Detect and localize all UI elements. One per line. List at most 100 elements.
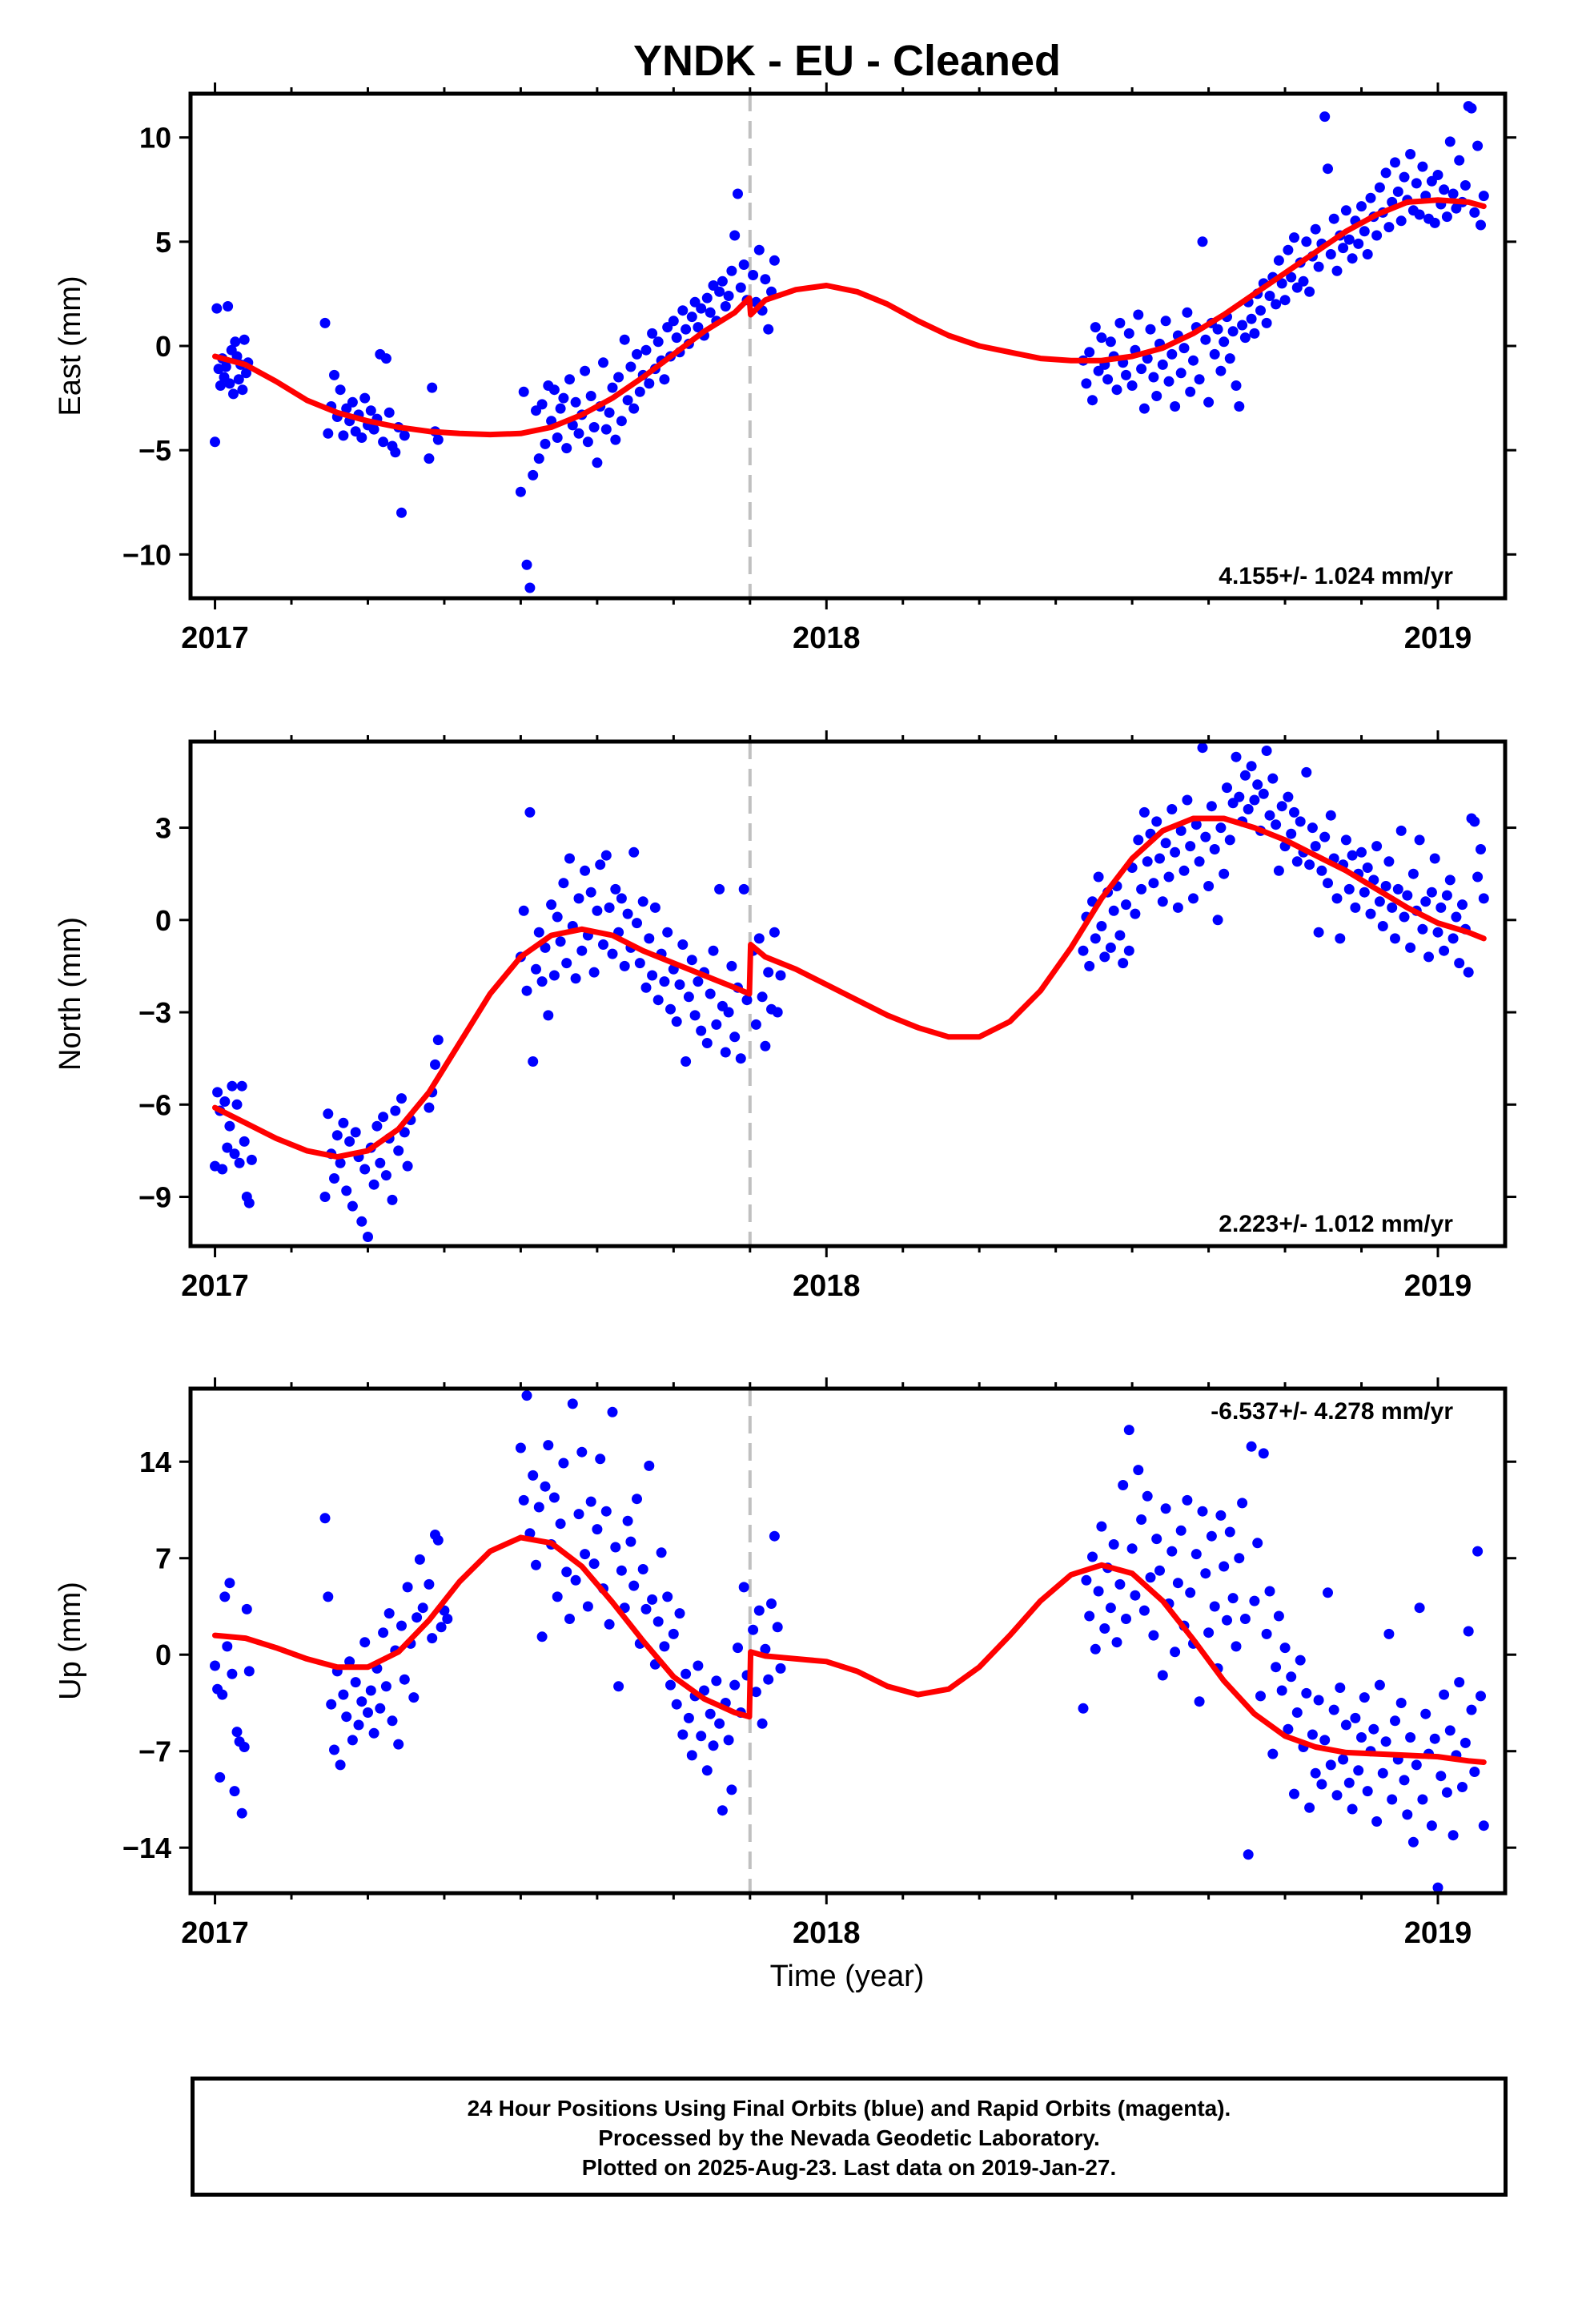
east-data-point <box>588 422 600 432</box>
up-data-point <box>1121 1614 1131 1624</box>
north-data-point <box>1374 896 1385 907</box>
up-y-tick-label: −14 <box>122 1831 171 1864</box>
north-data-point <box>1371 841 1383 852</box>
north-y-tick-label: −3 <box>139 996 171 1029</box>
north-data-point <box>1191 819 1202 830</box>
north-data-point <box>637 896 648 907</box>
east-data-point <box>1304 286 1315 297</box>
north-data-point <box>1154 853 1165 864</box>
north-data-point <box>628 846 640 858</box>
east-data-point <box>1215 365 1227 376</box>
north-data-point <box>331 1130 343 1141</box>
east-y-tick-label: 10 <box>139 122 171 155</box>
up-data-point <box>677 1729 689 1740</box>
north-data-point <box>432 1035 444 1046</box>
up-data-point <box>1200 1568 1211 1579</box>
up-data-point <box>1301 1687 1312 1699</box>
north-data-point <box>1454 958 1465 969</box>
east-data-point <box>1472 140 1484 151</box>
up-data-point <box>427 1633 438 1644</box>
up-data-point <box>436 1622 447 1633</box>
east-data-point <box>613 372 624 383</box>
up-data-point <box>1420 1708 1431 1719</box>
north-data-point <box>561 958 572 969</box>
up-data-point <box>341 1711 352 1723</box>
east-data-point <box>726 265 737 276</box>
up-data-point <box>1185 1587 1196 1598</box>
east-data-point <box>1476 219 1486 231</box>
north-data-point <box>677 939 689 950</box>
north-data-point <box>1267 773 1279 784</box>
up-data-point <box>705 1708 716 1719</box>
east-data-point <box>1328 213 1339 224</box>
east-data-point <box>1081 378 1092 389</box>
north-data-point <box>772 1007 783 1018</box>
up-data-point <box>701 1765 713 1776</box>
north-data-point <box>552 911 563 923</box>
up-data-point <box>555 1518 566 1530</box>
up-data-point <box>1145 1572 1156 1583</box>
up-data-point <box>1478 1820 1489 1831</box>
up-data-point <box>1096 1521 1107 1532</box>
east-data-point <box>1347 253 1358 264</box>
north-data-point <box>335 1157 346 1168</box>
north-data-point <box>1301 766 1312 778</box>
east-data-point <box>619 334 630 345</box>
east-data-point <box>598 357 608 368</box>
east-y-tick-label: −10 <box>122 538 171 571</box>
east-data-point <box>1121 369 1131 380</box>
north-data-point <box>1420 896 1431 907</box>
north-data-point <box>363 1232 373 1242</box>
up-data-point <box>1237 1498 1248 1509</box>
east-y-tick-label: 0 <box>155 330 171 363</box>
east-data-point <box>1340 205 1351 216</box>
east-data-point <box>1246 313 1257 324</box>
north-data-point <box>1246 761 1257 772</box>
east-data-point <box>1224 353 1235 364</box>
up-data-point <box>1325 1759 1336 1771</box>
east-data-point <box>582 436 593 448</box>
east-data-point <box>753 244 765 255</box>
east-data-point <box>548 384 560 396</box>
north-data-point <box>1316 865 1327 876</box>
east-data-point <box>564 374 575 385</box>
north-data-point <box>227 1080 238 1092</box>
north-data-point <box>1224 834 1235 846</box>
up-data-point <box>1356 1732 1367 1743</box>
north-data-point <box>1078 945 1089 956</box>
up-data-point <box>1267 1748 1279 1759</box>
east-data-point <box>1383 222 1395 233</box>
north-data-point <box>588 967 600 978</box>
north-data-point <box>344 1136 355 1147</box>
north-data-point <box>600 850 612 861</box>
up-data-point <box>748 1624 759 1635</box>
up-data-point <box>1476 1691 1486 1702</box>
up-data-point <box>1239 1614 1251 1624</box>
north-data-point <box>1114 930 1126 941</box>
up-x-tick-label: 2017 <box>181 1916 249 1950</box>
north-data-point <box>1289 806 1299 818</box>
up-data-point <box>1249 1595 1260 1606</box>
east-data-point <box>1392 186 1403 197</box>
north-data-point <box>1209 844 1220 854</box>
east-data-point <box>1194 374 1205 385</box>
east-data-point <box>1212 324 1223 335</box>
east-data-point <box>1261 317 1272 328</box>
up-data-point <box>1215 1510 1227 1521</box>
up-data-point <box>1444 1725 1456 1736</box>
east-data-point <box>399 430 410 441</box>
up-velocity-label: -6.537+/- 4.278 mm/yr <box>1211 1398 1453 1425</box>
north-data-point <box>347 1200 358 1212</box>
east-data-point <box>241 368 251 379</box>
north-data-point <box>634 958 645 969</box>
up-data-point <box>1087 1551 1098 1562</box>
north-data-point <box>729 1031 741 1043</box>
east-x-tick-label: 2017 <box>181 621 249 655</box>
north-data-point <box>524 806 536 818</box>
north-data-point <box>1395 825 1407 836</box>
up-data-point <box>1191 1549 1202 1560</box>
up-data-point <box>1347 1803 1358 1815</box>
east-data-point <box>524 582 536 593</box>
north-data-point <box>671 1016 682 1027</box>
north-data-point <box>711 1019 722 1030</box>
